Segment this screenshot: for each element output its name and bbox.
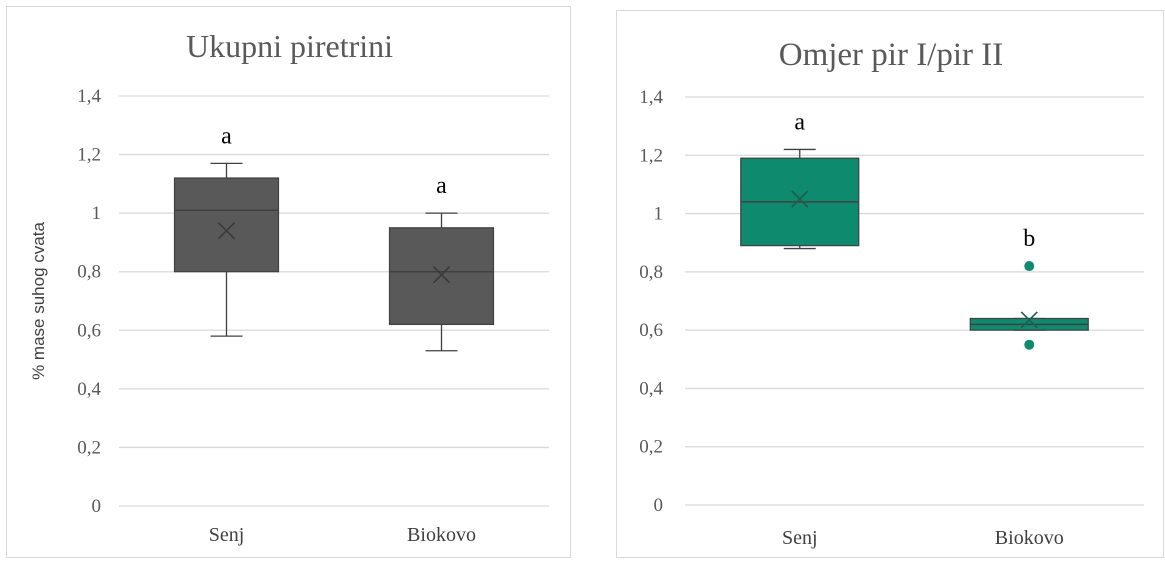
y-tick-label: 1,2 xyxy=(639,145,663,166)
significance-letter: b xyxy=(1023,226,1035,252)
significance-letter: a xyxy=(221,123,232,149)
y-tick-label: 0,2 xyxy=(77,437,101,458)
chart-title: Ukupni piretrini xyxy=(186,28,393,64)
y-tick-label: 0,2 xyxy=(639,437,663,458)
box-plot-pyr-ratio: Omjer pir I/pir II 0 0,2 0,4 0,6 0,8 1 1,2 1,4 Se… xyxy=(639,37,1144,549)
y-tick-label: 0,8 xyxy=(77,262,101,283)
y-tick-label: 0 xyxy=(654,495,664,516)
chart-panel-total-pyrethrins: Ukupni piretrini 0 0,2 0,4 0,6 0,8 1 1,2 1,4 % ma… xyxy=(6,6,571,558)
mean-marker xyxy=(1020,311,1038,329)
chart-title: Omjer pir I/pir II xyxy=(779,37,1004,73)
y-tick-label: 1 xyxy=(92,203,102,224)
y-tick-label: 0,4 xyxy=(639,378,663,399)
box-plot-total-pyrethrins: Ukupni piretrini 0 0,2 0,4 0,6 0,8 1 1,2 1,4 % ma… xyxy=(29,28,549,546)
mean-marker xyxy=(791,190,809,208)
significance-letter: a xyxy=(436,173,447,199)
y-tick-label: 1,4 xyxy=(639,87,663,108)
x-category-label: Biokovo xyxy=(995,527,1064,549)
y-tick-label: 0,6 xyxy=(639,320,663,341)
outlier-point xyxy=(1024,339,1035,350)
box-iqr xyxy=(173,177,280,273)
y-tick-label: 0,8 xyxy=(639,262,663,283)
chart-panel-pyr-ratio: Omjer pir I/pir II 0 0,2 0,4 0,6 0,8 1 1,2 1,4 Se… xyxy=(616,10,1164,558)
y-axis-label: % mase suhog cvata xyxy=(29,222,48,380)
y-tick-label: 0 xyxy=(92,496,102,517)
mean-marker xyxy=(217,222,236,240)
y-tick-label: 1,4 xyxy=(77,86,101,107)
mean-marker xyxy=(432,266,451,284)
y-tick-label: 0,4 xyxy=(77,379,101,400)
y-tick-label: 0,6 xyxy=(77,320,101,341)
x-category-label: Senj xyxy=(209,524,245,546)
box-iqr xyxy=(388,227,495,326)
outlier-point xyxy=(1024,261,1035,272)
y-tick-label: 1 xyxy=(654,204,664,225)
x-category-label: Senj xyxy=(782,527,818,549)
y-tick-label: 1,2 xyxy=(77,145,101,166)
significance-letter: a xyxy=(794,109,805,135)
x-category-label: Biokovo xyxy=(407,524,476,546)
